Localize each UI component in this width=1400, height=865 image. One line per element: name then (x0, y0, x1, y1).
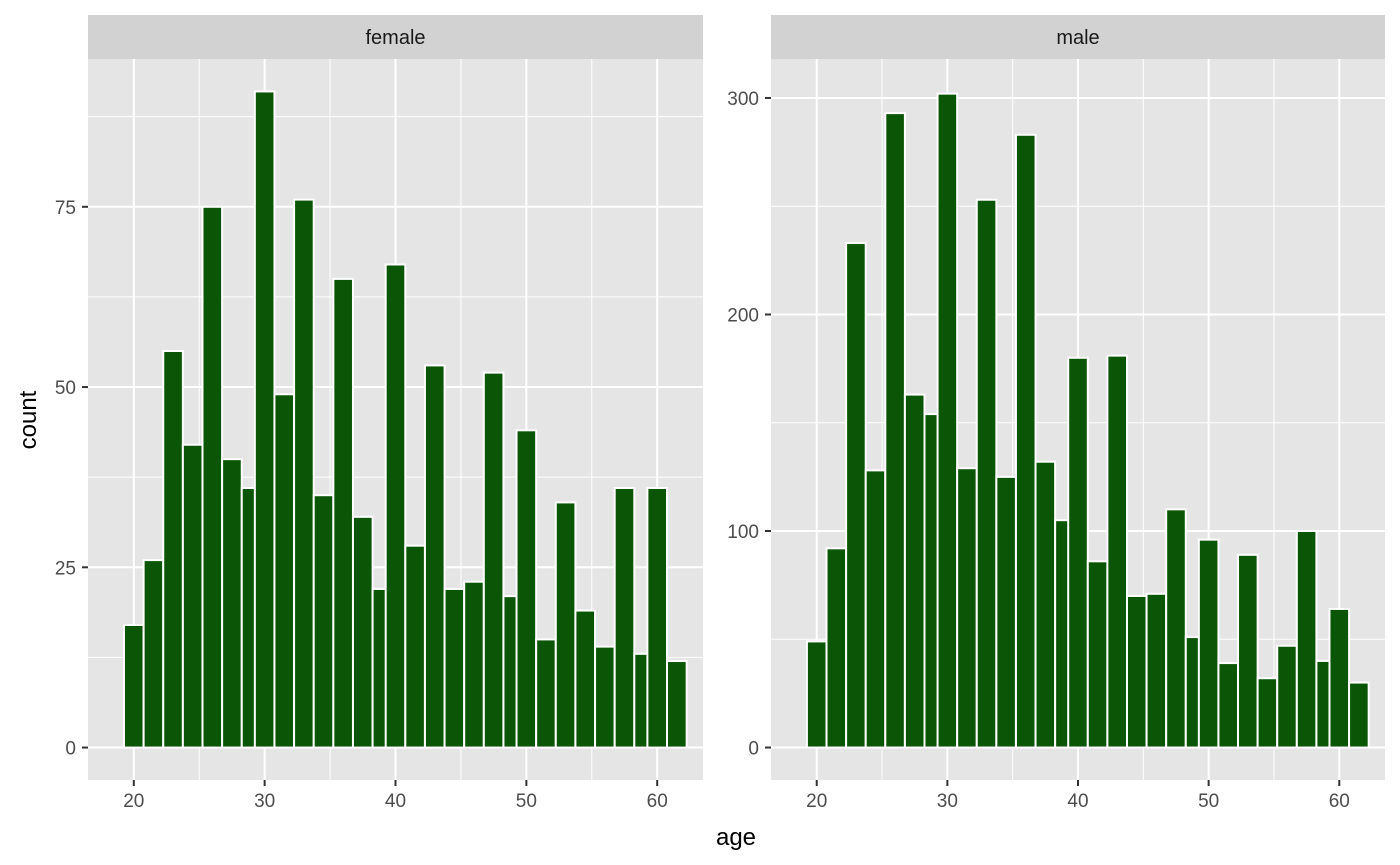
histogram-bar (1014, 133, 1037, 749)
panel-male: male 20 30 40 50 60 0 100 200 300 (727, 15, 1385, 812)
x-axis-title: age (716, 824, 756, 851)
histogram-bar (423, 364, 446, 749)
histogram-bar (845, 242, 867, 749)
histogram-bar (463, 580, 485, 749)
y-tick-label: 0 (65, 739, 76, 760)
x-tick-label: 40 (1067, 791, 1088, 812)
histogram-bar (332, 277, 354, 749)
histogram-bar (1217, 662, 1240, 749)
histogram-bar (975, 198, 998, 749)
x-tick-label: 50 (516, 791, 537, 812)
histogram-bar (1125, 594, 1148, 749)
histogram-bar (404, 544, 426, 749)
histogram-bar (1237, 553, 1259, 749)
y-axis-title: count (15, 390, 42, 449)
histogram-bar (646, 486, 669, 749)
histogram-bar (903, 393, 926, 749)
histogram-bar (293, 198, 315, 749)
histogram-bar (884, 112, 906, 749)
histogram-bar (312, 494, 335, 749)
x-tick-label: 50 (1198, 791, 1219, 812)
histogram-bar (273, 393, 296, 749)
facet-strip (88, 15, 703, 59)
y-tick-label: 300 (727, 89, 759, 110)
histogram-bar (122, 623, 145, 749)
x-tick-label: 30 (937, 791, 958, 812)
panel-female: female 20 30 40 50 60 0 25 50 75 (55, 15, 703, 812)
histogram-bar (535, 638, 557, 749)
y-tick-label: 100 (727, 522, 759, 543)
y-tick-label: 25 (55, 558, 76, 579)
histogram-bar (384, 263, 407, 749)
histogram-bar (1067, 356, 1089, 749)
facet-strip-label: female (365, 27, 425, 49)
x-tick-label: 20 (806, 791, 827, 812)
histogram-bar (1197, 538, 1220, 749)
histogram-bar (1328, 607, 1351, 749)
histogram-bar (351, 515, 374, 749)
histogram-bar (956, 467, 978, 749)
histogram-bar (443, 587, 466, 749)
x-tick-label: 60 (1329, 791, 1350, 812)
histogram-bar (1165, 508, 1187, 749)
y-tick-label: 0 (748, 739, 759, 760)
histogram-bar (864, 469, 887, 749)
histogram-bar (1145, 592, 1168, 749)
facet-strip-label: male (1056, 27, 1099, 49)
y-tick-label: 50 (55, 378, 76, 399)
histogram-bar (574, 609, 597, 749)
histogram-bar (825, 547, 848, 749)
x-tick-label: 30 (254, 791, 275, 812)
histogram-bar (995, 475, 1017, 749)
y-tick-label: 75 (55, 198, 76, 219)
histogram-bar (482, 371, 505, 749)
x-tick-label: 60 (647, 791, 668, 812)
histogram-bar (1348, 681, 1370, 749)
histogram-bar (515, 429, 538, 749)
histogram-bar (253, 90, 276, 749)
x-tick-label: 20 (123, 791, 144, 812)
histogram-bar (594, 645, 616, 749)
histogram-bar (1106, 354, 1128, 749)
histogram-bar (1086, 560, 1109, 749)
histogram-bar (181, 443, 204, 749)
histogram-bar (805, 640, 828, 749)
histogram-bar (142, 559, 165, 749)
facet-strip (771, 15, 1385, 59)
histogram-bar (221, 458, 243, 749)
histogram-bar (936, 92, 959, 749)
histogram-bar (554, 501, 577, 749)
histogram-bar (1034, 460, 1057, 749)
histogram-bar (1256, 677, 1279, 749)
histogram-bar (1276, 644, 1298, 749)
x-tick-label: 40 (385, 791, 406, 812)
histogram-bar (1295, 530, 1318, 749)
y-tick-label: 200 (727, 305, 759, 326)
histogram-bar (201, 205, 224, 749)
histogram-bar (162, 350, 184, 749)
histogram-bar (666, 660, 688, 749)
histogram-bar (613, 486, 636, 749)
